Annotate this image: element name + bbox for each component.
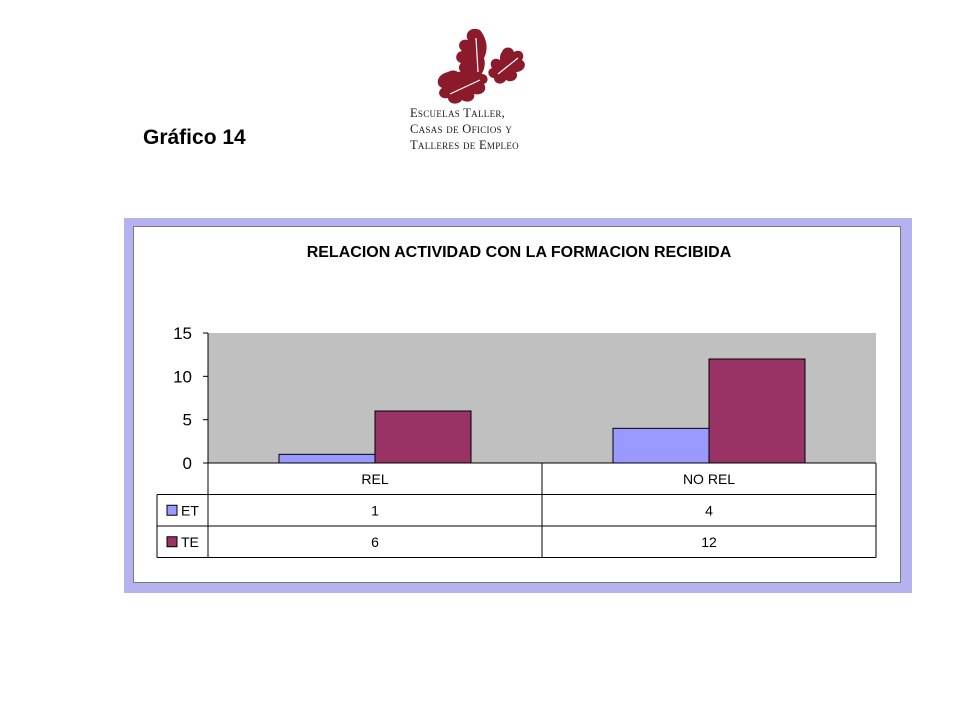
logo-text-line-2: Casas de Oficios y: [410, 122, 513, 136]
legend-key-te: [166, 536, 178, 548]
category-label: REL: [361, 471, 388, 487]
y-tick-label: 10: [173, 367, 192, 386]
logo-text-line-3: Talleres de Empleo: [410, 138, 519, 152]
bar-te-1: [374, 410, 472, 464]
legend-label: TE: [181, 534, 199, 550]
logo: Escuelas Taller, Casas de Oficios y Tall…: [410, 24, 560, 154]
logo-text-line-1: Escuelas Taller,: [410, 106, 506, 120]
data-value-label: 6: [371, 534, 379, 550]
legend-label: ET: [181, 502, 199, 518]
legend-key-et: [166, 504, 178, 516]
bar-te-2: [708, 358, 806, 464]
bar-et-1: [278, 453, 376, 464]
y-tick-label: 5: [183, 411, 192, 430]
bar-chart: RELACION ACTIVIDAD CON LA FORMACION RECI…: [156, 244, 877, 558]
data-value-label: 1: [371, 502, 379, 518]
y-tick-label: 15: [173, 324, 192, 343]
chart-title: RELACION ACTIVIDAD CON LA FORMACION RECI…: [307, 244, 732, 261]
page-title: Gráfico 14: [143, 126, 246, 149]
data-value-label: 4: [705, 502, 713, 518]
oak-leaves-icon: [437, 28, 525, 104]
y-tick-label: 0: [183, 454, 192, 473]
category-label: NO REL: [683, 471, 735, 487]
bar-et-2: [612, 427, 710, 464]
data-value-label: 12: [701, 534, 717, 550]
